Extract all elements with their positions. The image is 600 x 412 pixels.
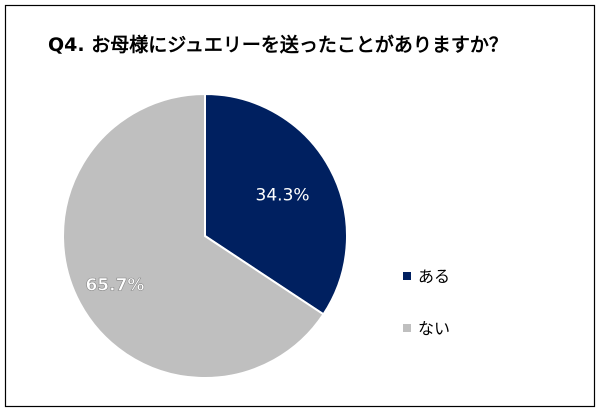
data-label-1: 65.7% xyxy=(85,275,144,295)
pie-slice-1 xyxy=(62,92,325,379)
legend-label-0: ある xyxy=(418,267,450,286)
legend-swatch-1 xyxy=(403,324,411,332)
data-label-0: 34.3% xyxy=(256,185,310,205)
legend-swatch-0 xyxy=(403,272,411,280)
legend-label-1: ない xyxy=(418,319,450,338)
chart-title: Q4. お母様にジュエリーを送ったことがありますか？ xyxy=(48,33,508,56)
